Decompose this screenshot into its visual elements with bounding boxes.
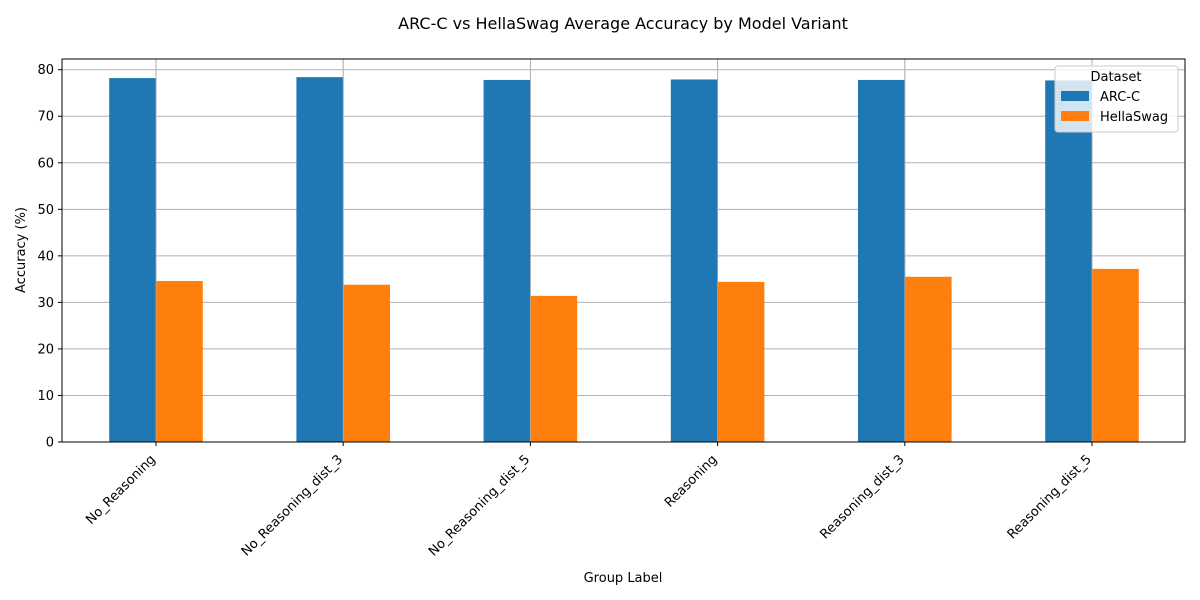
y-tick-label: 30 [37,296,54,311]
legend: Dataset ARC-C HellaSwag [1054,65,1179,133]
y-tick-label: 40 [37,249,54,264]
bar-arc-c [858,79,905,442]
legend-label: HellaSwag [1100,110,1168,125]
bar-hellaswag [343,284,390,442]
bar-arc-c [483,79,531,442]
grid-lines [62,59,1185,443]
legend-swatch [1061,111,1089,121]
y-tick-label: 60 [37,156,54,171]
y-axis-label: Accuracy (%) [14,207,29,293]
bar-arc-c [296,77,344,443]
legend-title: Dataset [1091,70,1142,85]
bar-arc-c [670,79,718,442]
legend-swatch [1061,91,1089,101]
bar-arc-c [109,78,156,442]
x-axis-ticks: No_Reasoning No_Reasoning_dist_3 No_Reason… [83,442,1095,559]
y-tick-label: 80 [37,63,54,78]
bars [109,59,1139,443]
bar-hellaswag [717,281,765,442]
x-tick-label: Reasoning_dist_5 [1005,452,1095,542]
legend-items: ARC-C HellaSwag [1061,90,1168,125]
bar-arc-c [1045,80,1092,443]
x-tick-label: Reasoning_dist_3 [817,452,907,542]
bar-hellaswag [904,276,952,442]
y-tick-label: 20 [37,342,54,357]
y-axis-ticks: 0 10 20 30 40 50 60 70 80 [37,63,62,451]
x-tick-label: Reasoning [662,452,720,510]
bar-hellaswag [530,295,578,442]
bar-hellaswag [156,280,203,442]
x-tick-label: No_Reasoning_dist_5 [426,452,533,559]
chart-title: ARC-C vs HellaSwag Average Accuracy by M… [398,14,848,33]
y-tick-label: 10 [37,389,54,404]
x-tick-label: No_Reasoning_dist_3 [239,452,346,559]
y-tick-label: 70 [37,110,54,125]
bar-hellaswag [1092,268,1139,442]
plot-frame [61,58,1186,443]
legend-label: ARC-C [1100,90,1140,105]
x-axis-label: Group Label [584,571,663,586]
x-tick-label: No_Reasoning [83,452,158,527]
y-tick-label: 0 [46,436,54,451]
y-tick-label: 50 [37,203,54,218]
